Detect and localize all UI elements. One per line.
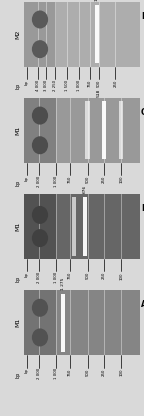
Bar bbox=[102, 102, 106, 159]
Text: 250: 250 bbox=[102, 272, 106, 280]
Text: 100: 100 bbox=[119, 272, 123, 280]
Text: 1 500: 1 500 bbox=[65, 80, 69, 91]
Bar bbox=[56, 194, 140, 259]
Text: A: A bbox=[141, 300, 144, 309]
Bar bbox=[95, 5, 100, 63]
Text: 500: 500 bbox=[86, 368, 90, 376]
Text: 1 000: 1 000 bbox=[54, 368, 58, 379]
Bar bbox=[83, 198, 87, 255]
Bar bbox=[24, 194, 56, 259]
Text: 2 250: 2 250 bbox=[53, 80, 57, 91]
Ellipse shape bbox=[32, 206, 48, 224]
Ellipse shape bbox=[32, 328, 48, 347]
Text: bp: bp bbox=[16, 179, 20, 186]
Text: bp: bp bbox=[25, 368, 29, 373]
Bar bbox=[24, 2, 56, 67]
Text: 250: 250 bbox=[102, 368, 106, 376]
Text: 750: 750 bbox=[68, 272, 72, 280]
Text: bp: bp bbox=[16, 371, 20, 378]
Ellipse shape bbox=[32, 229, 48, 247]
Text: 500: 500 bbox=[86, 176, 90, 183]
Ellipse shape bbox=[32, 106, 48, 125]
Ellipse shape bbox=[32, 299, 48, 317]
Text: bp: bp bbox=[25, 80, 29, 85]
Bar bbox=[24, 98, 56, 163]
Text: 676: 676 bbox=[83, 185, 87, 193]
Text: 3 000: 3 000 bbox=[44, 80, 48, 91]
Text: bp: bp bbox=[25, 176, 29, 181]
Bar bbox=[61, 294, 65, 352]
Bar bbox=[24, 290, 56, 355]
Text: 100: 100 bbox=[119, 176, 123, 183]
Text: 500: 500 bbox=[97, 80, 101, 87]
Text: M1: M1 bbox=[16, 126, 20, 135]
Text: 4 000: 4 000 bbox=[36, 80, 40, 91]
Text: M1: M1 bbox=[16, 222, 20, 231]
Text: 1 000: 1 000 bbox=[54, 272, 58, 283]
Ellipse shape bbox=[32, 136, 48, 154]
Bar bbox=[56, 2, 140, 67]
Text: 750: 750 bbox=[68, 368, 72, 376]
Text: M1: M1 bbox=[16, 318, 20, 327]
Text: 100: 100 bbox=[119, 368, 123, 376]
Bar bbox=[72, 198, 76, 255]
Text: 750: 750 bbox=[68, 176, 72, 183]
Text: B: B bbox=[141, 204, 144, 213]
Text: 2 000: 2 000 bbox=[37, 176, 41, 187]
Text: bp: bp bbox=[25, 272, 29, 277]
Text: 2 000: 2 000 bbox=[37, 272, 41, 283]
Text: 750: 750 bbox=[88, 80, 92, 87]
Text: 250: 250 bbox=[102, 176, 106, 183]
Text: 518: 518 bbox=[97, 89, 101, 97]
Bar bbox=[56, 290, 140, 355]
Text: D: D bbox=[141, 12, 144, 21]
Ellipse shape bbox=[32, 40, 48, 58]
Text: 1 000: 1 000 bbox=[54, 176, 58, 187]
Ellipse shape bbox=[32, 10, 48, 29]
Text: M2: M2 bbox=[16, 30, 20, 39]
Text: 2 000: 2 000 bbox=[37, 368, 41, 379]
Text: 1 000: 1 000 bbox=[77, 80, 81, 91]
Bar bbox=[56, 98, 140, 163]
Text: C: C bbox=[141, 108, 144, 117]
Bar bbox=[119, 102, 123, 159]
Text: 1 275: 1 275 bbox=[61, 277, 65, 290]
Text: 1 846: 1 846 bbox=[95, 0, 99, 1]
Bar bbox=[85, 102, 90, 159]
Text: bp: bp bbox=[16, 275, 20, 282]
Text: 500: 500 bbox=[86, 272, 90, 280]
Text: 250: 250 bbox=[113, 80, 117, 87]
Text: bp: bp bbox=[16, 83, 20, 89]
